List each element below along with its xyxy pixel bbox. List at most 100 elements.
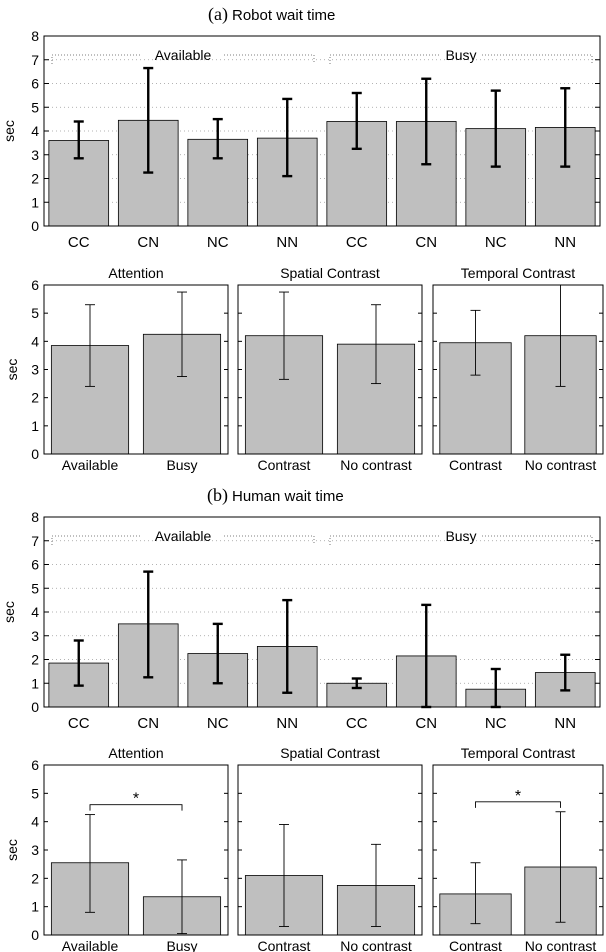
human-attention-y-tick-label: 0 xyxy=(31,927,39,943)
robot-main-x-tick-label: NN xyxy=(554,234,576,251)
human-spatial-plot: Contrast No contrast Spatial Contrast xyxy=(237,745,423,952)
human-attention-x-tick-label: Busy xyxy=(166,938,197,952)
robot-attention-x-tick-label: Available xyxy=(62,457,119,473)
robot-main-group-bracket xyxy=(482,54,593,64)
human-attention-x-tick-label: Available xyxy=(62,938,119,952)
human-main-y-tick-label: 5 xyxy=(31,580,39,596)
robot-title: (a) Robot wait time xyxy=(208,4,335,25)
robot-panel-letter: (a) xyxy=(208,4,228,25)
robot-attention-y-tick-label: 6 xyxy=(31,277,39,293)
robot-main-y-tick-label: 1 xyxy=(31,194,39,210)
robot-main-y-tick-label: 6 xyxy=(31,76,39,92)
robot-main-y-tick-label: 3 xyxy=(31,147,39,163)
human-main-y-tick-label: 8 xyxy=(31,509,39,525)
human-temporal-x-tick-label: Contrast xyxy=(449,938,502,952)
robot-attention-y-tick-label: 5 xyxy=(31,305,39,321)
human-attention-y-tick-label: 2 xyxy=(31,870,39,886)
human-main-x-tick-label: CC xyxy=(346,715,368,732)
human-main-group-bracket xyxy=(224,535,315,545)
robot-attention-y-tick-label: 2 xyxy=(31,390,39,406)
robot-attention-y-tick-label: 0 xyxy=(31,446,39,462)
robot-spatial-subplot-title: Spatial Contrast xyxy=(280,265,380,281)
human-main-y-tick-label: 3 xyxy=(31,628,39,644)
robot-main-y-tick-label: 0 xyxy=(31,218,39,234)
human-main-group-bracket xyxy=(329,535,440,545)
robot-spatial-x-tick-label: Contrast xyxy=(258,457,311,473)
human-attention-y-tick-label: 4 xyxy=(31,814,39,830)
robot-main-y-tick-label: 5 xyxy=(31,99,39,115)
robot-main-y-tick-label: 4 xyxy=(31,123,39,139)
robot-spatial-x-tick-label: No contrast xyxy=(340,457,412,473)
human-panel-letter: (b) xyxy=(207,485,228,506)
human-main-x-tick-label: NC xyxy=(207,715,229,732)
human-attention-y-tick-label: 3 xyxy=(31,842,39,858)
human-attention-y-axis-label: sec xyxy=(4,839,20,861)
human-main-y-tick-label: 0 xyxy=(31,699,39,715)
human-spatial-x-tick-label: No contrast xyxy=(340,938,412,952)
human-main-y-axis-label: sec xyxy=(1,601,17,623)
robot-temporal-x-tick-label: No contrast xyxy=(525,457,597,473)
human-main-plot: CC CN NC NN CC CN NC NN Available Busy 0 1 2 3 4 5 6 7 8 se… xyxy=(1,509,601,732)
human-temporal-x-tick-label: No contrast xyxy=(525,938,597,952)
human-attention-y-tick-label: 6 xyxy=(31,757,39,773)
human-main-y-tick-label: 2 xyxy=(31,652,39,668)
human-temporal-significance-bracket xyxy=(475,801,561,808)
robot-main-x-tick-label: CC xyxy=(68,234,90,251)
human-main-group-bracket xyxy=(482,535,593,545)
human-main-group-bracket xyxy=(51,535,142,545)
robot-main-y-tick-label: 8 xyxy=(31,28,39,44)
human-temporal-subplot-title: Temporal Contrast xyxy=(461,745,575,761)
human-main-y-tick-label: 1 xyxy=(31,675,39,691)
human-main-x-tick-label: NN xyxy=(276,715,298,732)
human-attention-significance-bracket xyxy=(89,804,183,811)
human-main-y-tick-label: 6 xyxy=(31,557,39,573)
human-spatial-subplot-title: Spatial Contrast xyxy=(280,745,380,761)
human-attention-y-tick-label: 5 xyxy=(31,785,39,801)
human-main-y-tick-label: 7 xyxy=(31,533,39,549)
human-temporal-plot: Contrast No contrast * Temporal Contrast xyxy=(432,745,604,952)
robot-temporal-subplot-title: Temporal Contrast xyxy=(461,265,575,281)
robot-main-x-tick-label: CC xyxy=(346,234,368,251)
robot-attention-y-tick-label: 1 xyxy=(31,418,39,434)
robot-attention-y-tick-label: 4 xyxy=(31,333,39,349)
robot-main-group-label: Available xyxy=(155,47,212,63)
robot-spatial-plot: Contrast No contrast Spatial Contrast xyxy=(237,265,423,473)
robot-temporal-plot: Contrast No contrast Temporal Contrast xyxy=(432,265,604,473)
robot-attention-plot: Available Busy 0 1 2 3 4 5 6 sec Attention xyxy=(4,265,229,473)
robot-main-group-label: Busy xyxy=(445,47,476,63)
human-main-y-tick-label: 4 xyxy=(31,604,39,620)
robot-main-y-axis-label: sec xyxy=(1,120,17,142)
robot-main-x-tick-label: NC xyxy=(207,234,229,251)
human-title: (b) Human wait time xyxy=(207,485,344,506)
human-main-x-tick-label: CN xyxy=(137,715,159,732)
robot-attention-subplot-title: Attention xyxy=(108,265,163,281)
human-temporal-significance-marker: * xyxy=(515,788,521,805)
human-spatial-x-tick-label: Contrast xyxy=(258,938,311,952)
robot-main-plot: CC CN NC NN CC CN NC NN Available Busy 0 1 2 3 4 5 6 7 8 se… xyxy=(1,28,601,251)
human-main-x-tick-label: CC xyxy=(68,715,90,732)
robot-main-group-bracket xyxy=(329,54,440,64)
robot-temporal-x-tick-label: Contrast xyxy=(449,457,502,473)
human-main-x-tick-label: NC xyxy=(485,715,507,732)
robot-main-x-tick-label: CN xyxy=(137,234,159,251)
human-main-group-label: Available xyxy=(155,528,212,544)
human-main-x-tick-label: CN xyxy=(415,715,437,732)
human-attention-subplot-title: Attention xyxy=(108,745,163,761)
robot-main-y-tick-label: 7 xyxy=(31,52,39,68)
human-main-x-tick-label: NN xyxy=(554,715,576,732)
robot-main-y-tick-label: 2 xyxy=(31,171,39,187)
robot-attention-y-tick-label: 3 xyxy=(31,362,39,378)
robot-main-x-tick-label: NN xyxy=(276,234,298,251)
robot-attention-y-axis-label: sec xyxy=(4,359,20,381)
human-attention-y-tick-label: 1 xyxy=(31,899,39,915)
robot-main-x-tick-label: NC xyxy=(485,234,507,251)
robot-main-group-bracket xyxy=(51,54,142,64)
human-attention-significance-marker: * xyxy=(133,791,139,808)
human-attention-plot: Available Busy * 0 1 2 3 4 5 6 sec Attention xyxy=(4,745,229,952)
robot-main-x-tick-label: CN xyxy=(415,234,437,251)
robot-title-text: Robot wait time xyxy=(232,7,335,24)
robot-main-group-bracket xyxy=(224,54,315,64)
human-main-group-label: Busy xyxy=(445,528,476,544)
robot-attention-x-tick-label: Busy xyxy=(166,457,197,473)
